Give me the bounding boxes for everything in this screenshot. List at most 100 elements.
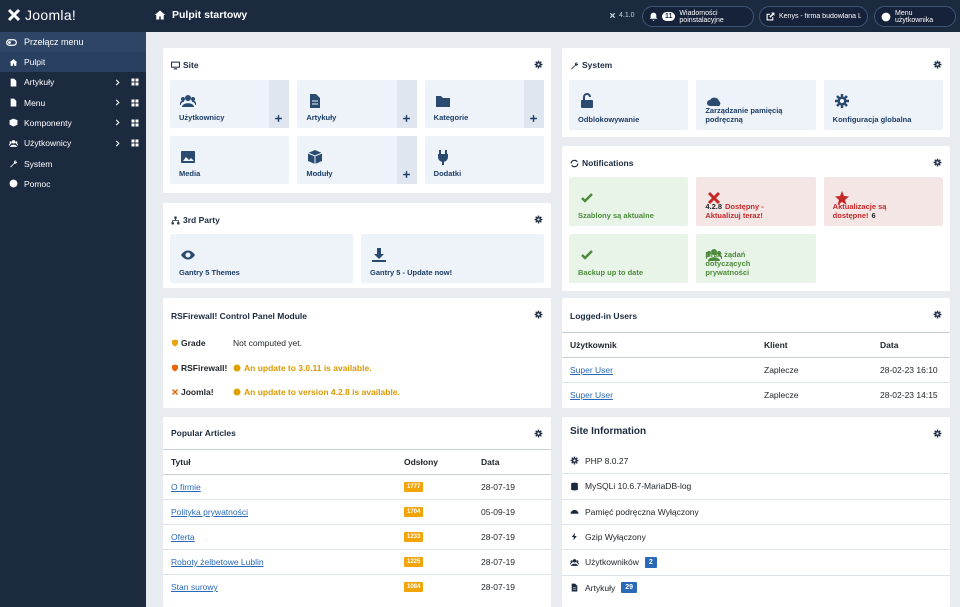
sidebar-item[interactable]: Użytkownicy (0, 133, 146, 153)
icon (707, 97, 721, 106)
add-button[interactable] (269, 80, 290, 128)
sidebar-item[interactable]: Artykuły (0, 72, 146, 92)
logged-card: Logged-in Users Użytkownik Klient Data Super… (562, 298, 950, 408)
sidebar: Przełącz menu Pulpit Artykuły Menu Komponent… (0, 32, 146, 607)
card-title: Logged-in Users (570, 311, 637, 321)
tile[interactable]: Konfiguracja globalna (823, 80, 943, 130)
notification-tile[interactable]: Szablony są aktualne (569, 177, 689, 226)
link[interactable]: Stan surowy (171, 582, 218, 592)
toggle[interactable]: Przełącz menu (0, 32, 146, 52)
tile-label: Szablony są aktualne (578, 211, 654, 220)
notification-tile[interactable]: Aktualizacje są dostępne! 6 (823, 177, 943, 226)
notification-tile[interactable]: Brak żądań dotyczących prywatności (696, 234, 816, 283)
icon (372, 248, 386, 262)
icon (571, 583, 578, 592)
link[interactable]: Oferta (171, 532, 195, 542)
icon (131, 139, 139, 147)
card-title: Site Information (570, 426, 646, 437)
table-row: Stan surowy 1084 28-07-19 (163, 574, 551, 599)
icon (834, 191, 849, 205)
tile[interactable]: Odblokowywanie (569, 80, 689, 130)
tile-label: Konfiguracja globalna (832, 115, 912, 124)
sidebar-item[interactable]: Menu (0, 93, 146, 113)
tile-label: Dostępny - Aktualizuj teraz! (705, 202, 764, 220)
tile[interactable]: Artykuły (297, 80, 417, 128)
icon (402, 171, 410, 178)
icon (172, 364, 178, 371)
tile-text: Backup up to date (578, 268, 664, 277)
cell: 28-02-23 16:10 (880, 365, 938, 375)
tiles: Szablony są aktualne 4.2.8 Dostępny - Aktu… (569, 177, 943, 283)
tile[interactable]: Moduły (297, 136, 417, 184)
link[interactable]: Polityka prywatności (171, 507, 249, 517)
add-button[interactable] (396, 80, 417, 128)
sidebar-item[interactable]: Pulpit (0, 52, 146, 72)
badge: 2 (644, 556, 657, 568)
icon (766, 12, 775, 21)
info-label: Gzip Wyłączony (585, 531, 646, 542)
icon (581, 193, 593, 203)
icon (115, 79, 120, 86)
cell: 05-09-19 (481, 507, 516, 517)
sidebar-label: Użytkownicy (24, 138, 72, 149)
tiles: Gantry 5 Themes Gantry 5 - Update now! (170, 234, 544, 283)
toggle: Przełącz menu (24, 37, 84, 47)
icon (402, 115, 410, 122)
tile[interactable]: Gantry 5 Themes (170, 234, 353, 283)
link[interactable]: Super User (570, 390, 613, 400)
icon (7, 8, 21, 22)
icon (115, 119, 120, 126)
rs-value: An update to 3.0.11 is available. (244, 362, 372, 373)
tile[interactable]: Dodatki (424, 136, 544, 184)
title-text: Site (183, 60, 199, 70)
icon (534, 429, 543, 438)
user-button[interactable]: Menu użytkownika (874, 6, 956, 27)
icon (933, 158, 942, 167)
tile[interactable]: Zarządzanie pamięcią podręczną (696, 80, 816, 130)
views-badge: 1225 (404, 557, 424, 567)
icon (171, 388, 179, 396)
tile[interactable]: Użytkownicy (170, 80, 290, 128)
add-button[interactable] (524, 80, 544, 128)
table-header: Użytkownik Klient Data (562, 332, 950, 357)
notification-tile[interactable]: Backup up to date (569, 234, 689, 283)
icon (131, 119, 139, 127)
icon (310, 94, 321, 108)
messages-button[interactable]: 11 Wiadomości poinstalacyjne (642, 6, 754, 27)
tile-label: Artykuły (306, 113, 337, 122)
sidebar-item[interactable]: Pomoc (0, 174, 146, 194)
rsfirewall-card: RSFirewall! Control Panel Module Grade Not… (163, 298, 551, 408)
table-row: Oferta 1233 28-07-19 (163, 524, 551, 549)
tile-text: Szablony są aktualne (578, 211, 664, 220)
notification-tile[interactable]: 4.2.8 Dostępny - Aktualizuj teraz! (696, 177, 816, 226)
icon (131, 78, 139, 86)
link[interactable]: O firmie (171, 482, 201, 492)
version: 4.1.0 (619, 12, 635, 19)
views-badge: 1084 (404, 582, 424, 592)
sidebar-item[interactable]: System (0, 154, 146, 174)
sidebar-item[interactable]: Komponenty (0, 113, 146, 133)
tile[interactable]: Media (170, 136, 290, 184)
sidebar-label: Pulpit (24, 57, 46, 67)
icon (154, 10, 166, 20)
icon (181, 151, 195, 163)
table-row: Super User Zaplecze 28-02-23 16:10 (562, 357, 950, 382)
tile[interactable]: Gantry 5 - Update now! (361, 234, 544, 283)
site-button[interactable]: Kenys - firma budowlana Lubl... (759, 6, 868, 27)
icon (649, 12, 658, 21)
tile-label: Dodatki (433, 169, 462, 178)
tile-label: Użytkownicy (179, 113, 225, 122)
add-button[interactable] (396, 136, 417, 184)
tile[interactable]: Kategorie (424, 80, 544, 128)
column-header: Użytkownik (570, 340, 617, 350)
icon (233, 388, 241, 396)
icon (171, 216, 180, 224)
icon (115, 140, 120, 147)
title-text: Site Information (570, 426, 647, 437)
title: Pulpit startowy (172, 9, 248, 21)
link[interactable]: Roboty żelbetowe Lublin (171, 557, 264, 567)
link[interactable]: Super User (570, 365, 613, 375)
card-title: RSFirewall! Control Panel Module (171, 311, 307, 321)
rs-label: Grade (181, 338, 206, 348)
icon (275, 115, 283, 122)
